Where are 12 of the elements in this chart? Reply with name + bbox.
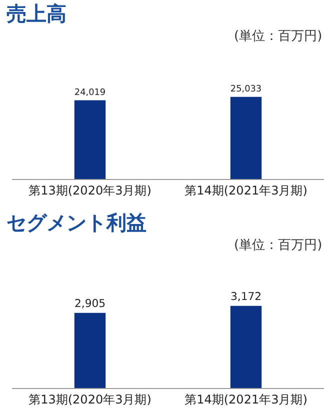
chart-title: セグメント利益 [6, 210, 147, 234]
data-label: 3,172 [230, 290, 262, 303]
x-tick-label: 第13期(2020年3月期) [28, 183, 152, 198]
chart-subtitle: (単位：百万円) [234, 238, 322, 253]
data-label: 2,905 [74, 296, 106, 310]
chart-title: 売上高 [6, 1, 67, 26]
chart-subtitle: (単位：百万円) [234, 29, 322, 44]
x-tick-label: 第13期(2020年3月期) [28, 392, 152, 406]
data-label: 24,019 [74, 88, 106, 98]
x-tick-label: 第14期(2021年3月期) [184, 183, 308, 198]
x-tick-label: 第14期(2021年3月期) [184, 392, 308, 406]
data-label: 25,033 [230, 84, 262, 95]
